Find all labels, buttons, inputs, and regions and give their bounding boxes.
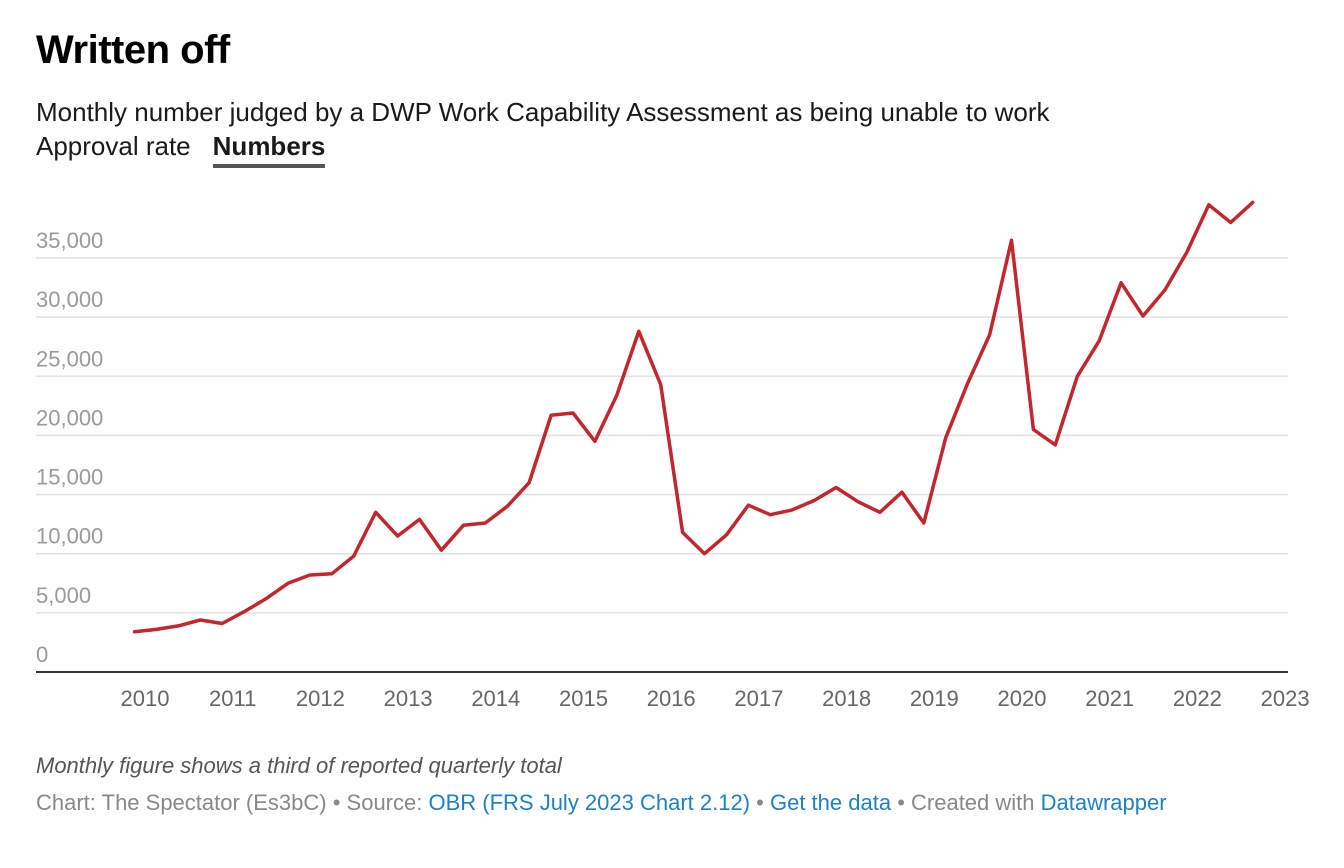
tab-approval-rate[interactable]: Approval rate [36, 131, 191, 161]
x-tick-label: 2023 [1261, 686, 1310, 711]
x-tick-label: 2021 [1085, 686, 1134, 711]
datawrapper-link[interactable]: Datawrapper [1040, 790, 1167, 815]
x-tick-label: 2022 [1173, 686, 1222, 711]
y-tick-label: 5,000 [36, 583, 91, 608]
x-tick-label: 2017 [734, 686, 783, 711]
x-tick-label: 2012 [296, 686, 345, 711]
x-tick-label: 2011 [209, 686, 256, 711]
y-tick-label: 0 [36, 642, 48, 667]
chart-note: Monthly figure shows a third of reported… [36, 753, 562, 778]
chart-subtitle: Monthly number judged by a DWP Work Capa… [36, 97, 1050, 127]
footer-separator: • [750, 790, 770, 815]
y-tick-label: 35,000 [36, 228, 103, 253]
chart-footer: Chart: The Spectator (Es3bC) • Source: O… [36, 790, 1167, 816]
footer-credit: Chart: The Spectator (Es3bC) • Source: [36, 790, 429, 815]
x-tick-label: 2014 [471, 686, 520, 711]
footer-created-with: • Created with [891, 790, 1041, 815]
y-tick-label: 25,000 [36, 346, 103, 371]
series-line [132, 200, 1255, 634]
y-axis-ticks: 0 5,000 10,000 15,000 20,000 25,000 30,000 35,0… [36, 228, 103, 667]
get-data-link[interactable]: Get the data [769, 790, 892, 815]
line-chart: 0 5,000 10,000 15,000 20,000 25,000 30,000 35,0… [36, 200, 1310, 711]
x-tick-label: 2013 [384, 686, 433, 711]
y-tick-label: 30,000 [36, 287, 103, 312]
x-tick-label: 2020 [998, 686, 1047, 711]
source-link[interactable]: OBR (FRS July 2023 Chart 2.12) [428, 790, 751, 815]
x-tick-label: 2016 [647, 686, 696, 711]
y-tick-label: 15,000 [36, 465, 103, 490]
y-tick-label: 20,000 [36, 405, 103, 430]
x-tick-label: 2019 [910, 686, 959, 711]
gridlines [36, 257, 1288, 614]
x-tick-label: 2010 [121, 686, 170, 711]
view-toggle: Approval rate Numbers [36, 131, 326, 168]
x-tick-label: 2015 [559, 686, 608, 711]
x-tick-label: 2018 [822, 686, 871, 711]
chart-title: Written off [36, 28, 230, 72]
x-axis-ticks: 2010 2011 2012 2013 2014 2015 2016 2017 2018 2019… [121, 686, 1310, 711]
y-tick-label: 10,000 [36, 524, 103, 549]
tab-numbers[interactable]: Numbers [212, 131, 326, 168]
